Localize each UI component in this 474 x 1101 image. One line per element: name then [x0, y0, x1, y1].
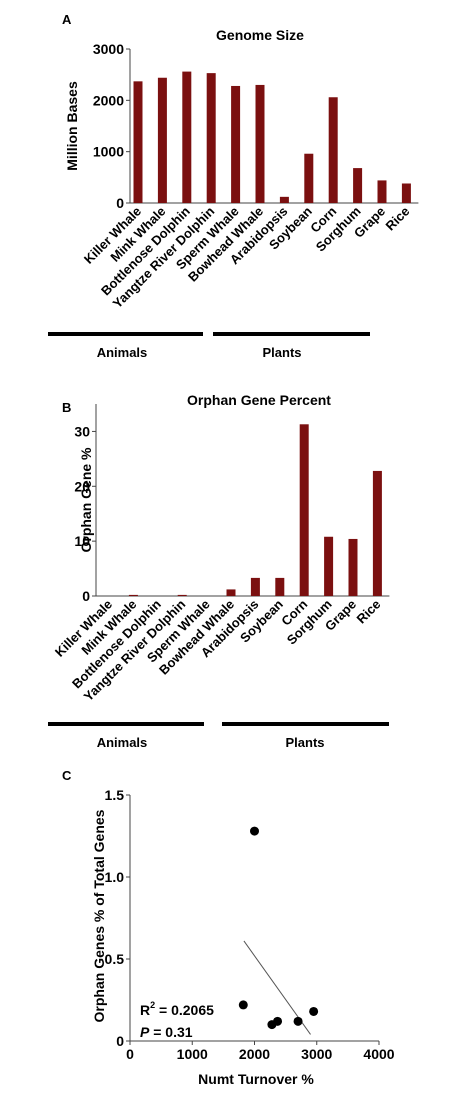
panel-b-letter: B [62, 400, 71, 415]
panel-b-bar [324, 536, 334, 596]
panel-a-y-axis-label: Million Bases [64, 81, 80, 171]
panel-c-x-tick-label: 0 [126, 1046, 134, 1062]
panel-c-y-tick-label: 1.0 [105, 869, 125, 885]
panel-a-bar [157, 77, 167, 203]
panel-a-bar [206, 73, 216, 203]
panel-c: C Orphan Genes % of Total Genes Numt Tur… [62, 768, 395, 1087]
scatter-point [250, 826, 259, 836]
panel-b-bar [177, 594, 187, 596]
panel-b-group-label: Animals [97, 735, 148, 750]
scatter-point [238, 1000, 248, 1010]
panel-a-y-tick-label: 1000 [93, 144, 124, 160]
panel-a-bar [401, 183, 411, 203]
panel-a-category-label: Rice [382, 204, 412, 234]
panel-c-y-tick-label: 0 [116, 1033, 124, 1049]
panel-b-bar [275, 577, 285, 596]
panel-a-bar [133, 81, 143, 203]
p-value: = 0.31 [149, 1024, 192, 1040]
scatter-point [293, 1016, 303, 1026]
panel-a-bar [353, 168, 363, 203]
panel-a-y-tick-label: 0 [116, 195, 124, 211]
panel-b-bar [372, 470, 382, 596]
panel-a-bar [328, 97, 338, 203]
panel-a: A Genome Size Million Bases 0 1000 2000 300… [48, 12, 419, 360]
panel-c-letter: C [62, 768, 72, 783]
panel-b-bar [250, 577, 260, 596]
panel-b-y-tick-label: 0 [82, 588, 90, 604]
panel-b-bar [299, 424, 309, 596]
panel-a-letter: A [62, 12, 72, 27]
panel-b-y-axis-label: Orphan Gene % [78, 447, 94, 553]
p-symbol: P [140, 1024, 150, 1040]
panel-a-bar [304, 153, 314, 203]
panel-c-x-tick-label: 2000 [239, 1046, 270, 1062]
panel-c-x-tick-label: 1000 [177, 1046, 208, 1062]
panel-a-bar [279, 196, 289, 203]
panel-b-bar [348, 538, 358, 596]
panel-a-bar [377, 180, 387, 203]
scatter-point [309, 1006, 319, 1016]
panel-b-title: Orphan Gene Percent [187, 392, 331, 408]
panel-c-y-axis-label: Orphan Genes % of Total Genes [91, 809, 107, 1022]
r2-value: = 0.2065 [155, 1002, 214, 1018]
panel-a-bar [231, 85, 241, 203]
panel-a-group-label: Plants [262, 345, 301, 360]
panel-c-x-tick-label: 3000 [301, 1046, 332, 1062]
panel-b-y-tick-label: 10 [74, 533, 90, 549]
panel-a-title: Genome Size [216, 27, 304, 43]
panel-b-bar [128, 594, 138, 596]
r2-exponent: 2 [150, 1000, 155, 1010]
panel-b-group-label: Plants [285, 735, 324, 750]
r2-symbol: R [140, 1002, 150, 1018]
panel-b-category-label: Rice [353, 597, 383, 627]
panel-c-y-tick-label: 1.5 [105, 787, 125, 803]
panel-a-bar [255, 84, 265, 203]
panel-c-y-tick-label: 0.5 [105, 951, 125, 967]
panel-a-y-tick-label: 2000 [93, 92, 124, 108]
p-value-annotation: P = 0.31 [140, 1024, 193, 1040]
panel-b-y-tick-label: 20 [74, 478, 90, 494]
panel-b: B Orphan Gene Percent Orphan Gene % 0 10 2… [48, 392, 390, 750]
panel-c-plot: 0 0.5 1.0 1.5 0 1000 2000 3000 4000 [105, 787, 395, 1062]
scatter-point [273, 1016, 283, 1026]
panel-a-y-tick-label: 3000 [93, 41, 124, 57]
panel-c-x-axis-label: Numt Turnover % [198, 1071, 314, 1087]
panel-a-group-label: Animals [97, 345, 148, 360]
panel-a-bar [182, 71, 192, 203]
r-squared-annotation: R2 = 0.2065 [140, 1000, 214, 1018]
panel-b-bar [226, 589, 236, 596]
panel-b-y-tick-label: 30 [74, 423, 90, 439]
panel-c-x-tick-label: 4000 [363, 1046, 394, 1062]
